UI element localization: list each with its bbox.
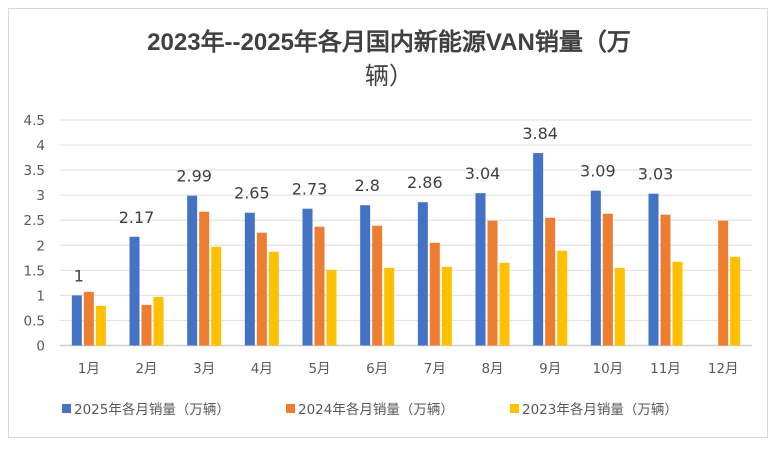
y-tick-label: 3.5 bbox=[24, 163, 45, 179]
bar bbox=[730, 256, 741, 346]
bar bbox=[314, 226, 325, 346]
bar bbox=[256, 232, 267, 346]
bar bbox=[718, 220, 729, 346]
gridlines bbox=[60, 119, 752, 347]
x-tick-label: 1月 bbox=[78, 361, 100, 377]
y-tick-label: 0.5 bbox=[24, 313, 45, 329]
chart-title: 2023年--2025年各月国内新能源VAN销量（万 辆） bbox=[0, 26, 778, 94]
bar bbox=[441, 266, 452, 346]
y-tick-label: 0 bbox=[36, 339, 45, 355]
x-tick-label: 7月 bbox=[424, 361, 446, 377]
bar bbox=[95, 305, 106, 346]
data-label: 1 bbox=[74, 266, 84, 285]
bar bbox=[153, 296, 164, 346]
chart-title-line2: 辆） bbox=[365, 63, 413, 90]
bar bbox=[590, 190, 601, 346]
bar bbox=[429, 242, 440, 346]
x-tick-label: 10月 bbox=[592, 361, 623, 377]
x-tick-label: 9月 bbox=[539, 361, 561, 377]
y-tick-label: 4 bbox=[36, 138, 45, 154]
bar bbox=[672, 261, 683, 346]
legend-label: 2023年各月销量（万辆） bbox=[522, 402, 678, 418]
y-tick-label: 4.5 bbox=[24, 113, 45, 129]
bar bbox=[71, 295, 82, 346]
bar bbox=[360, 205, 371, 346]
legend-swatch bbox=[510, 404, 519, 413]
x-tick-label: 11月 bbox=[650, 361, 681, 377]
x-tick-label: 6月 bbox=[366, 361, 388, 377]
x-axis-ticks: 1月 2月 3月 4月 5月 6月 7月 8月 9月 10月 11月 12月 bbox=[78, 361, 739, 377]
legend-label: 2024年各月销量（万辆） bbox=[298, 402, 454, 418]
x-tick-label: 3月 bbox=[193, 361, 215, 377]
bar bbox=[417, 202, 428, 346]
bar bbox=[268, 251, 279, 346]
bar bbox=[602, 213, 613, 346]
y-tick-label: 3 bbox=[36, 188, 45, 204]
data-label: 3.84 bbox=[522, 124, 558, 143]
y-tick-label: 1 bbox=[36, 288, 45, 304]
bar bbox=[372, 225, 383, 346]
y-axis-ticks: 0 0.5 1 1.5 2 2.5 3 3.5 4 4.5 bbox=[24, 113, 45, 355]
data-label: 2.8 bbox=[354, 176, 379, 195]
x-tick-label: 4月 bbox=[251, 361, 273, 377]
bar bbox=[660, 214, 671, 346]
legend: 2025年各月销量（万辆） 2024年各月销量（万辆） 2023年各月销量（万辆） bbox=[62, 402, 678, 418]
chart-frame bbox=[8, 8, 768, 438]
x-tick-label: 5月 bbox=[308, 361, 330, 377]
x-tick-label: 12月 bbox=[708, 361, 739, 377]
legend-swatch bbox=[62, 404, 71, 413]
y-tick-label: 2.5 bbox=[24, 213, 45, 229]
bar bbox=[244, 212, 255, 346]
data-label: 2.17 bbox=[119, 208, 155, 227]
bar bbox=[475, 193, 486, 346]
bar bbox=[499, 262, 510, 346]
data-label: 2.73 bbox=[292, 180, 328, 199]
bar bbox=[648, 193, 659, 346]
data-labels: 1 2.17 2.99 2.65 2.73 2.8 2.86 3.04 3.84 3.09 3.03 bbox=[74, 124, 674, 285]
bar bbox=[384, 267, 395, 346]
bar bbox=[557, 250, 568, 346]
bars bbox=[71, 153, 741, 346]
data-label: 3.04 bbox=[465, 164, 501, 183]
chart-title-line1: 2023年--2025年各月国内新能源VAN销量（万 bbox=[147, 29, 631, 56]
data-label: 2.65 bbox=[234, 184, 270, 203]
data-label: 3.09 bbox=[580, 162, 616, 181]
bar bbox=[533, 153, 544, 346]
bar bbox=[614, 267, 625, 346]
bar bbox=[83, 291, 94, 346]
data-label: 2.86 bbox=[407, 173, 443, 192]
y-tick-label: 1.5 bbox=[24, 263, 45, 279]
legend-label: 2025年各月销量（万辆） bbox=[74, 402, 230, 418]
bar bbox=[211, 246, 222, 346]
x-tick-label: 2月 bbox=[135, 361, 157, 377]
bar bbox=[545, 217, 556, 346]
bar bbox=[129, 236, 140, 346]
data-label: 2.99 bbox=[176, 167, 212, 186]
data-label: 3.03 bbox=[638, 165, 674, 184]
bar bbox=[141, 304, 152, 346]
bar bbox=[302, 208, 313, 346]
bar bbox=[487, 220, 498, 346]
y-tick-label: 2 bbox=[36, 238, 45, 254]
bar bbox=[187, 195, 198, 346]
bar bbox=[326, 269, 337, 346]
legend-swatch bbox=[286, 404, 295, 413]
bar bbox=[199, 211, 210, 346]
x-tick-label: 8月 bbox=[481, 361, 503, 377]
